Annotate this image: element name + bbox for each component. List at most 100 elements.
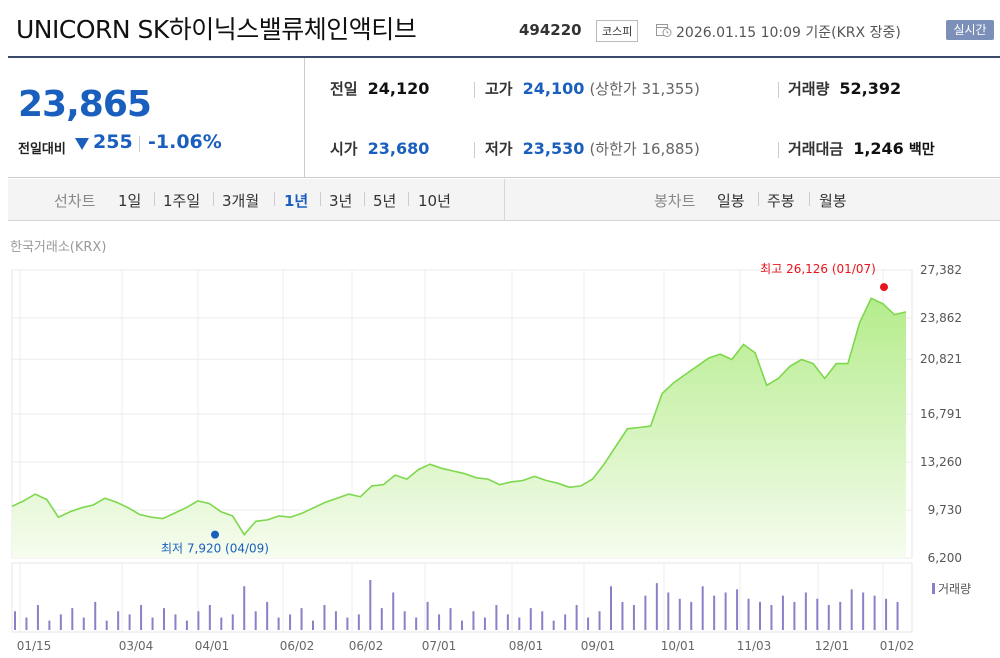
x-tick-label: 09/01 <box>581 639 616 653</box>
stat-label: 거래대금 <box>788 140 844 158</box>
volume-bar <box>105 620 108 630</box>
y-tick-label: 23,862 <box>920 311 962 325</box>
max-label: 최고 26,126 (01/07) <box>760 262 876 276</box>
volume-bar <box>701 586 704 630</box>
candle-chart-group[interactable]: 봉차트 <box>654 192 696 210</box>
tab-1d[interactable]: 1일 <box>118 192 142 210</box>
volume-bar <box>667 592 670 630</box>
x-tick-label: 10/01 <box>661 639 696 653</box>
volume-bar <box>724 592 727 630</box>
tab-5y[interactable]: 5년 <box>373 192 397 210</box>
market-badge: 코스피 <box>596 20 639 42</box>
max-marker <box>880 283 888 292</box>
stat-value: 24,120 <box>367 79 430 98</box>
volume-bar <box>575 605 578 630</box>
volume-bar <box>541 611 544 630</box>
stat-turnover: 거래대금 1,246 백만 <box>788 138 935 159</box>
volume-bar <box>816 598 819 630</box>
divider <box>154 192 155 206</box>
tab-3y[interactable]: 3년 <box>329 192 353 210</box>
volume-bar <box>185 620 188 630</box>
volume-bar <box>415 617 418 630</box>
stat-high: 고가 24,100 (상한가 31,355) <box>485 78 700 99</box>
volume-bar <box>885 598 888 630</box>
volume-bar <box>564 614 567 630</box>
tab-daily[interactable]: 일봉 <box>717 192 745 210</box>
volume-bar <box>632 605 635 630</box>
volume-bar <box>449 608 452 630</box>
tab-monthly[interactable]: 월봉 <box>819 192 847 210</box>
volume-bar <box>334 611 337 630</box>
volume-bar <box>862 592 865 630</box>
divider <box>408 192 409 206</box>
tab-1y[interactable]: 1년 <box>284 192 309 210</box>
stat-value: 52,392 <box>839 79 902 98</box>
divider <box>758 192 759 206</box>
divider <box>274 192 275 206</box>
volume-bar <box>770 605 773 630</box>
line-chart-group[interactable]: 선차트 <box>54 192 96 210</box>
tab-weekly[interactable]: 주봉 <box>767 192 795 210</box>
y-tick-label: 6,200 <box>928 551 962 565</box>
change-percent: -1.06% <box>148 131 222 153</box>
volume-bar <box>151 617 154 630</box>
volume-bar <box>610 586 612 630</box>
volume-bar <box>323 605 326 630</box>
price-panel: 23,865 전일대비 255 -1.06% 전일 24,120 고가 24,100… <box>8 56 1000 178</box>
stat-volume: 거래량 52,392 <box>788 78 901 99</box>
volume-bar <box>873 595 876 630</box>
price-chart[interactable]: 01/15 03/04 04/01 06/02 06/02 07/01 08/01 09/01… <box>0 258 1000 658</box>
volume-bar <box>82 617 85 630</box>
volume-bar <box>357 614 360 630</box>
volume-bar <box>839 601 842 630</box>
change-label: 전일대비 <box>18 142 66 157</box>
volume-bar <box>208 605 211 630</box>
volume-bar <box>793 601 796 630</box>
volume-bar <box>850 589 853 630</box>
volume-legend: 거래량 <box>932 580 971 597</box>
page-title: UNICORN SK하이닉스밸류체인액티브 <box>16 15 417 44</box>
volume-bar <box>369 580 372 630</box>
upper-limit: (상한가 31,355) <box>589 80 700 98</box>
volume-bar <box>71 608 74 630</box>
volume-bar <box>713 595 716 630</box>
x-tick-label: 01/02 <box>880 639 915 653</box>
divider <box>778 142 779 158</box>
price-line <box>11 297 907 536</box>
stat-value: 23,680 <box>367 139 430 158</box>
tab-1w[interactable]: 1주일 <box>163 192 201 210</box>
volume-bar <box>380 608 383 630</box>
stat-value: 23,530 <box>522 139 585 158</box>
x-tick-label: 04/01 <box>195 639 230 653</box>
volume-bar <box>495 605 498 630</box>
stat-label: 고가 <box>485 80 513 98</box>
volume-bar <box>690 601 693 630</box>
volume-bar <box>483 617 486 630</box>
tab-10y[interactable]: 10년 <box>418 192 451 210</box>
stat-open: 시가 23,680 <box>330 138 429 159</box>
y-tick-label: 9,730 <box>928 503 962 517</box>
down-triangle-icon <box>75 138 89 150</box>
realtime-button[interactable]: 실시간 <box>946 20 994 40</box>
x-tick-label: 08/01 <box>509 639 544 653</box>
volume-bar <box>827 605 830 630</box>
header: UNICORN SK하이닉스밸류체인액티브 494220 코스피 2026.01… <box>0 0 1000 56</box>
volume-bar <box>14 611 16 630</box>
x-tick-label: 07/01 <box>422 639 457 653</box>
tab-3m[interactable]: 3개월 <box>222 192 260 210</box>
divider <box>809 192 810 206</box>
calendar-clock-icon <box>656 24 672 37</box>
stat-label: 시가 <box>330 140 358 158</box>
volume-bar <box>392 592 395 630</box>
volume-legend-label: 거래량 <box>938 582 972 596</box>
volume-bar <box>312 620 314 630</box>
volume-bar <box>644 595 647 630</box>
volume-bar <box>117 611 120 630</box>
change-value: 255 <box>93 131 133 153</box>
volume-bar <box>243 586 246 630</box>
volume-bar <box>781 595 784 630</box>
divider <box>474 142 475 158</box>
chart-tabs: 선차트 1일 1주일 3개월 1년 3년 5년 10년 봉차트 일봉 주봉 월봉 <box>8 179 1000 221</box>
y-tick-label: 13,260 <box>920 455 962 469</box>
volume-bar <box>621 601 624 630</box>
